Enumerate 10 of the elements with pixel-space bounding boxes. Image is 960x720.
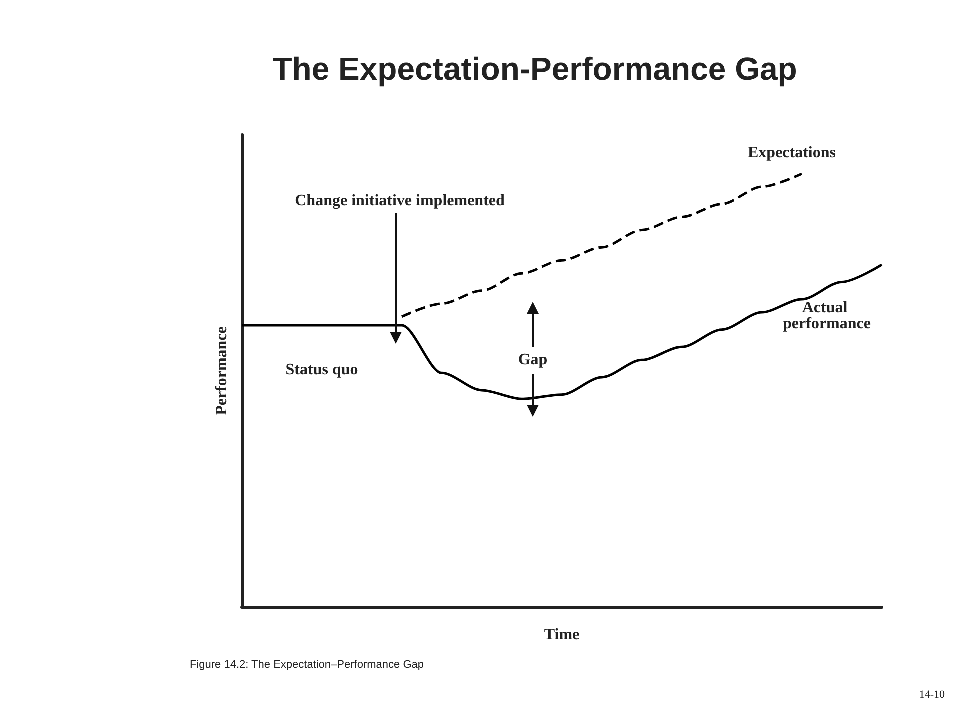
x-axis-title: Time	[544, 626, 580, 644]
text: 14-10	[919, 689, 946, 701]
y-axis-title: Performance	[214, 326, 230, 416]
caption: Figure 14.2: The Expectation–Performance Gap	[190, 659, 424, 671]
annotation: Change initiative implemented	[295, 192, 505, 210]
series-label: Actual performance	[783, 299, 871, 332]
chart-title: The Expectation-Performance Gap	[272, 51, 798, 87]
annotation: Gap	[518, 352, 548, 368]
annotation: Status quo	[286, 362, 358, 378]
series-label: Expectations	[748, 144, 836, 162]
